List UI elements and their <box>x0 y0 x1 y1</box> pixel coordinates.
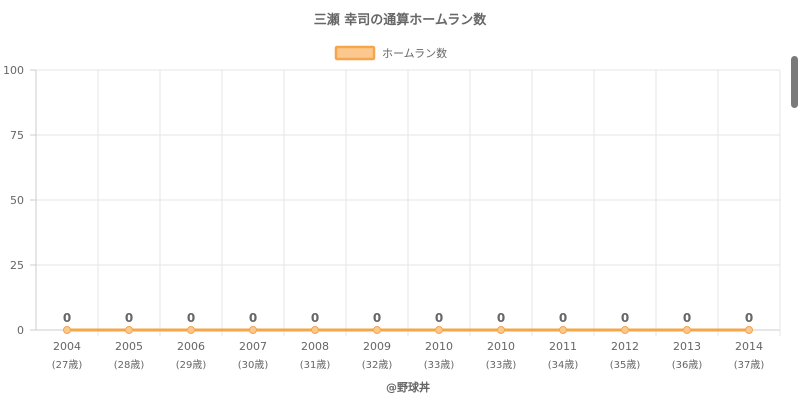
legend-label: ホームラン数 <box>382 47 447 60</box>
x-tick-sublabel: (36歳) <box>672 359 703 371</box>
data-label: 0 <box>125 311 133 325</box>
x-tick-sublabel: (31歳) <box>300 359 331 371</box>
x-tick-sublabel: (27歳) <box>52 359 83 371</box>
y-tick-label: 0 <box>17 324 24 337</box>
data-point <box>497 326 505 334</box>
data-point <box>621 326 629 334</box>
x-tick-sublabel: (28歳) <box>114 359 145 371</box>
y-tick-label: 25 <box>10 259 24 272</box>
x-tick-sublabel: (35歳) <box>610 359 641 371</box>
series-line <box>63 326 753 334</box>
x-tick-sublabel: (30歳) <box>238 359 269 371</box>
data-point <box>311 326 319 334</box>
data-point <box>683 326 691 334</box>
data-point <box>373 326 381 334</box>
x-axis-ticks: 2004 (27歳) 2005 (28歳) 2006 (29歳) 2007 (30歳) 2008… <box>52 340 765 371</box>
x-tick-label: 2006 <box>177 340 205 353</box>
x-tick-label: 2010 <box>425 340 453 353</box>
data-label: 0 <box>497 311 505 325</box>
data-point <box>559 326 567 334</box>
x-tick-sublabel: (33歳) <box>486 359 517 371</box>
data-label: 0 <box>745 311 753 325</box>
scrollbar-thumb[interactable] <box>791 56 798 108</box>
data-point <box>249 326 257 334</box>
credit-label: @野球丼 <box>386 380 430 394</box>
x-tick-label: 2011 <box>549 340 577 353</box>
data-label: 0 <box>683 311 691 325</box>
data-point <box>125 326 133 334</box>
data-label: 0 <box>311 311 319 325</box>
y-axis-ticks: 0 25 50 75 100 <box>3 64 36 337</box>
data-label: 0 <box>63 311 71 325</box>
legend-swatch <box>334 45 376 61</box>
data-label: 0 <box>559 311 567 325</box>
x-tick-sublabel: (32歳) <box>362 359 393 371</box>
data-labels: 0 0 0 0 0 0 0 0 0 0 0 0 <box>63 311 753 325</box>
data-label: 0 <box>435 311 443 325</box>
x-tick-label: 2007 <box>239 340 267 353</box>
x-tick-label: 2005 <box>115 340 143 353</box>
x-tick-label: 2008 <box>301 340 329 353</box>
x-tick-label: 2010 <box>487 340 515 353</box>
data-label: 0 <box>187 311 195 325</box>
x-tick-label: 2012 <box>611 340 639 353</box>
data-point <box>745 326 753 334</box>
y-tick-label: 50 <box>10 194 24 207</box>
x-tick-label: 2009 <box>363 340 391 353</box>
x-tick-sublabel: (34歳) <box>548 359 579 371</box>
y-tick-label: 75 <box>10 129 24 142</box>
x-tick-sublabel: (37歳) <box>734 359 765 371</box>
x-tick-label: 2013 <box>673 340 701 353</box>
chart-title: 三瀬 幸司の通算ホームラン数 <box>314 12 487 28</box>
y-tick-label: 100 <box>3 64 24 77</box>
x-tick-label: 2014 <box>735 340 763 353</box>
legend[interactable]: ホームラン数 <box>334 45 447 61</box>
data-point <box>435 326 443 334</box>
x-tick-label: 2004 <box>53 340 81 353</box>
data-label: 0 <box>373 311 381 325</box>
data-point <box>187 326 195 334</box>
grid <box>35 69 781 336</box>
data-point <box>63 326 71 334</box>
data-label: 0 <box>249 311 257 325</box>
data-label: 0 <box>621 311 629 325</box>
x-tick-sublabel: (29歳) <box>176 359 207 371</box>
x-tick-sublabel: (33歳) <box>424 359 455 371</box>
